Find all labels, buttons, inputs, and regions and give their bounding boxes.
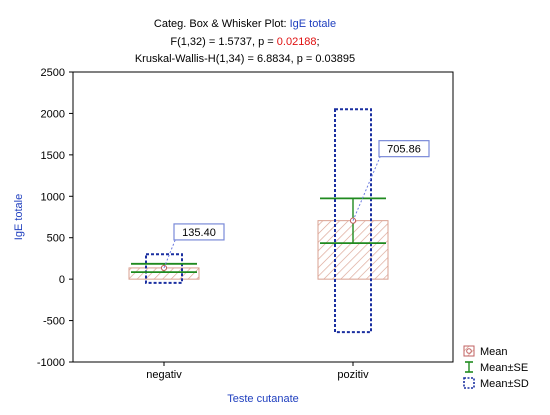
legend-sd-label: Mean±SD [480,378,529,390]
chart-subtitle-anova: F(1,32) = 1.5737, p = 0.02188; [170,36,319,48]
y-tick-label: 1000 [41,191,65,203]
chart-title-prefix: Categ. Box & Whisker Plot: [154,18,290,30]
y-tick-label: 0 [59,274,65,286]
data-label-leader [163,237,177,269]
legend-mean-label: Mean [480,346,508,358]
chart-marks: 135.40 705.86 [128,108,430,334]
x-axis: negativ pozitiv [146,362,369,381]
legend-se-label: Mean±SE [480,362,528,374]
y-tick-label: 500 [47,233,65,245]
legend-se-swatch [465,361,473,373]
y-tick-label: 2500 [41,67,65,79]
sd-box [334,108,372,334]
chart-title: Categ. Box & Whisker Plot: IgE totale [154,18,336,30]
p-value-highlight: 0.02188 [277,36,317,48]
data-label-box [173,223,225,241]
y-tick-label: 2000 [41,108,65,120]
y-axis: -1000 -500 0 500 1000 1500 2000 2500 [37,67,73,369]
x-tick-label: pozitiv [337,369,369,381]
chart-title-variable: IgE totale [290,18,336,30]
sd-box [145,253,183,284]
legend: Mean Mean±SE Mean±SD [463,345,529,390]
data-label-box [378,140,430,158]
data-label: 705.86 [387,144,421,156]
chart-subtitle-kruskal: Kruskal-Wallis-H(1,34) = 6.8834, p = 0.0… [135,53,355,65]
y-tick-label: -500 [43,316,65,328]
plot-area [72,71,454,363]
x-tick-label: negativ [146,369,182,381]
legend-sd-swatch [463,377,475,389]
legend-mean-swatch [463,345,475,357]
y-tick-label: 1500 [41,150,65,162]
legend-mean-marker [466,348,472,354]
y-axis-label: IgE totale [13,194,25,240]
y-tick-label: -1000 [37,357,65,369]
data-label: 135.40 [182,227,216,239]
x-axis-label: Teste cutanate [227,393,299,405]
